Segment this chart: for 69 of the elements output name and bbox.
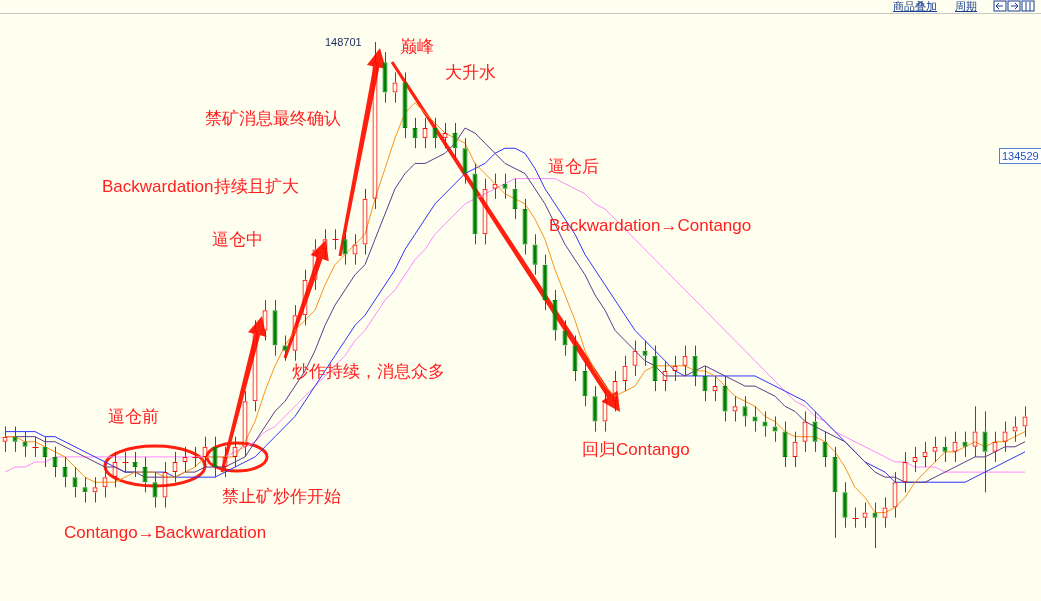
candlestick [842, 481, 848, 529]
annotation: 禁止矿炒作开始 [222, 487, 341, 507]
candlestick [62, 456, 68, 488]
candlestick [832, 446, 838, 539]
candlestick [812, 410, 818, 453]
annotation: 逼仓中 [212, 230, 263, 250]
candlestick [462, 137, 468, 185]
candlestick [412, 117, 418, 149]
candlestick [152, 471, 158, 509]
candlestick [722, 375, 728, 422]
candlestick [472, 162, 478, 245]
candlestick [382, 51, 388, 104]
candlestick [592, 385, 598, 433]
annotation: 炒作持续，消息众多 [292, 362, 445, 382]
candlestick [522, 198, 528, 256]
candlestick [772, 415, 778, 443]
candlestick [32, 436, 39, 458]
candlestick [942, 436, 948, 463]
candlestick [982, 410, 988, 493]
candlestick [752, 405, 758, 433]
candlestick [872, 501, 878, 549]
candlestick [142, 456, 148, 493]
candlestick [852, 507, 859, 529]
candlestick [542, 254, 548, 311]
annotation: 134529 [999, 148, 1041, 164]
annotation: 巅峰 [400, 37, 434, 57]
text: 商品叠加 [893, 0, 937, 12]
candlestick [82, 476, 88, 503]
candlestick [782, 421, 788, 468]
candlestick [132, 451, 138, 478]
candlestick [582, 360, 588, 407]
candlestick [12, 426, 18, 453]
candlestick [332, 228, 339, 250]
candlestick [642, 340, 648, 367]
candlestick [512, 178, 518, 220]
candlestick [402, 71, 408, 139]
candlestick [212, 436, 218, 478]
candlestick [562, 319, 568, 357]
candlestick [272, 299, 278, 357]
candlestick [22, 431, 28, 458]
candlestick [502, 173, 508, 200]
text: 周期 [955, 0, 977, 12]
candlestick [432, 117, 438, 149]
candlestick [342, 228, 348, 266]
annotation: 禁矿消息最终确认 [205, 109, 341, 129]
candlestick [122, 451, 129, 473]
candlestick [692, 345, 698, 387]
candlestick [572, 334, 578, 382]
candlestick [652, 345, 658, 392]
candlestick [282, 334, 288, 362]
annotation: Backwardation持续且扩大 [102, 177, 299, 197]
candlestick [742, 395, 748, 428]
annotation: 大升水 [445, 63, 496, 83]
candlestick [192, 446, 199, 468]
annotation: 逼仓前 [108, 407, 159, 427]
candlestick [962, 431, 968, 458]
candlestick [822, 431, 828, 468]
candlestick [552, 289, 558, 342]
candlestick [42, 436, 48, 468]
candlestick [72, 466, 78, 498]
annotation: Contango→Backwardation [64, 523, 267, 543]
candlestick [762, 410, 768, 438]
candlestick [532, 233, 538, 276]
candlestick [52, 446, 58, 478]
annotation: 逼仓后 [548, 157, 599, 177]
candlestick [452, 122, 458, 159]
annotation: 回归Contango [582, 440, 690, 460]
candlestick [702, 365, 708, 402]
annotation: 148701 [325, 36, 362, 48]
